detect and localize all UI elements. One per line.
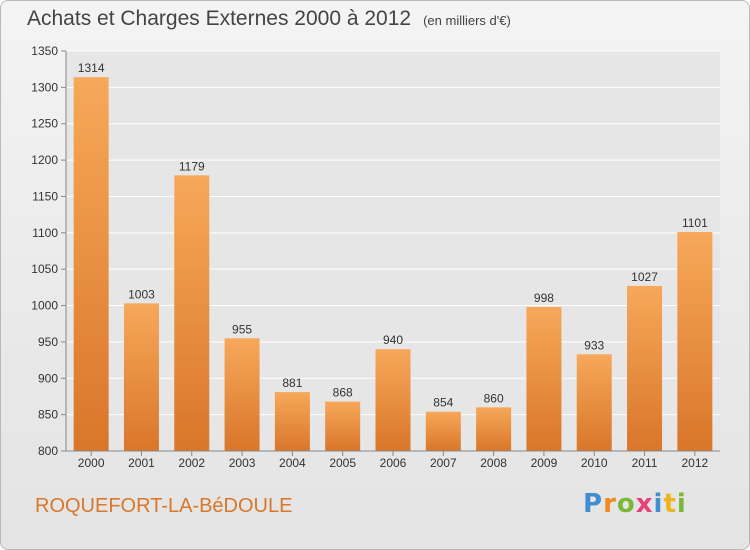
logo-letter: i: [676, 489, 687, 519]
bar-2008: [476, 407, 512, 451]
y-tick-label: 1050: [31, 262, 58, 276]
logo-letter: t: [663, 489, 677, 519]
y-tick-label: 900: [38, 371, 58, 385]
y-tick-label: 1250: [31, 117, 58, 131]
chart-title: Achats et Charges Externes 2000 à 2012: [27, 7, 412, 30]
bar-2002: [174, 175, 210, 451]
bar-value-label: 1027: [631, 270, 658, 284]
x-tick-label: 2008: [480, 456, 507, 470]
bar-2009: [526, 307, 562, 451]
bar-2001: [123, 303, 159, 451]
x-tick-label: 2010: [581, 456, 608, 470]
y-tick-label: 1000: [31, 299, 58, 313]
bar-value-label: 860: [484, 391, 504, 405]
bar-2005: [325, 401, 361, 451]
logo-letter: i: [653, 489, 664, 519]
bar-value-label: 1179: [179, 159, 205, 173]
y-tick-label: 1300: [31, 80, 58, 94]
x-tick-label: 2001: [128, 456, 155, 470]
x-tick-label: 2000: [78, 456, 105, 470]
y-tick-label: 1200: [31, 153, 58, 167]
proxiti-logo: Proxiti: [583, 489, 687, 519]
bar-value-label: 933: [584, 338, 604, 352]
bar-value-label: 1101: [682, 216, 708, 230]
bar-2000: [73, 77, 109, 451]
y-tick-label: 1150: [32, 189, 58, 203]
logo-letter: x: [635, 489, 654, 519]
bar-2012: [677, 232, 713, 451]
x-tick-label: 2005: [329, 456, 356, 470]
bar-2007: [425, 411, 461, 451]
y-tick-label: 800: [38, 444, 58, 458]
x-tick-label: 2006: [380, 456, 407, 470]
bars: 1314 1003 1179 955 881 868 940 854 860 998 933 1027…: [73, 61, 713, 451]
y-tick-label: 1100: [32, 226, 58, 240]
x-tick-label: 2007: [430, 456, 457, 470]
y-tick-label: 850: [38, 408, 58, 422]
title-row: Achats et Charges Externes 2000 à 2012 (…: [27, 7, 511, 31]
logo-letter: P: [583, 489, 604, 519]
bar-2004: [274, 392, 310, 451]
x-tick-label: 2011: [632, 456, 658, 470]
bar-2011: [627, 285, 663, 451]
logo-letter: o: [616, 489, 636, 519]
x-tick-label: 2009: [531, 456, 558, 470]
y-tick-label: 1350: [31, 44, 58, 58]
y-tick-label: 950: [38, 335, 58, 349]
bar-2003: [224, 338, 260, 451]
commune-name: ROQUEFORT-LA-BéDOULE: [35, 495, 293, 517]
x-tick-label: 2012: [681, 456, 708, 470]
bar-value-label: 868: [333, 386, 353, 400]
bar-value-label: 881: [282, 376, 302, 390]
x-tick-label: 2002: [178, 456, 205, 470]
x-tick-label: 2004: [279, 456, 306, 470]
bar-value-label: 854: [433, 396, 453, 410]
bar-value-label: 940: [383, 333, 403, 347]
x-tick-label: 2003: [229, 456, 256, 470]
logo-letter: r: [603, 489, 617, 519]
bar-value-label: 955: [232, 322, 252, 336]
bar-value-label: 1314: [78, 61, 105, 75]
chart-subtitle: (en milliers d'€): [423, 13, 511, 28]
bar-value-label: 998: [534, 291, 554, 305]
bar-value-label: 1003: [128, 287, 155, 301]
axes: 800 850 900 950 1000 1050 1100 1150 1200 1250 1300…: [31, 44, 720, 470]
bar-2006: [375, 349, 411, 451]
bar-2010: [576, 354, 612, 451]
